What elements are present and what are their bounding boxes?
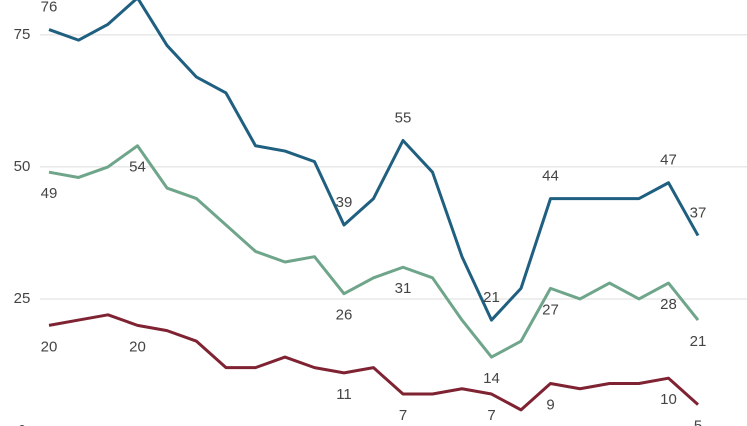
data-label: 44 — [542, 168, 559, 185]
y-tick-label: 25 — [14, 290, 31, 307]
data-label: 31 — [395, 280, 412, 297]
data-label: 76 — [41, 0, 58, 16]
data-label: 11 — [336, 386, 352, 403]
data-label: 7 — [399, 407, 407, 424]
data-label: 37 — [690, 205, 707, 222]
data-label: 20 — [41, 338, 58, 355]
line — [48, 313, 700, 412]
data-label: 20 — [129, 338, 146, 355]
data-label: 10 — [660, 391, 677, 408]
data-label: 5 — [694, 418, 702, 426]
line — [48, 0, 700, 322]
data-label: 49 — [41, 185, 58, 202]
data-label: 54 — [129, 159, 146, 176]
data-label: 21 — [483, 289, 500, 306]
data-label: 21 — [690, 333, 707, 350]
data-label: 28 — [660, 296, 677, 313]
data-label: 26 — [336, 307, 353, 324]
data-label: 7 — [487, 407, 495, 424]
data-label: 47 — [660, 152, 677, 169]
y-tick-label: 0 — [18, 422, 26, 426]
line — [48, 144, 700, 359]
data-label: 39 — [336, 194, 353, 211]
data-label: 55 — [395, 109, 412, 126]
data-label: 27 — [542, 301, 559, 318]
y-tick-label: 75 — [14, 26, 31, 43]
data-label: 14 — [483, 370, 500, 387]
data-label: 9 — [546, 396, 554, 413]
y-tick-label: 50 — [14, 158, 31, 175]
